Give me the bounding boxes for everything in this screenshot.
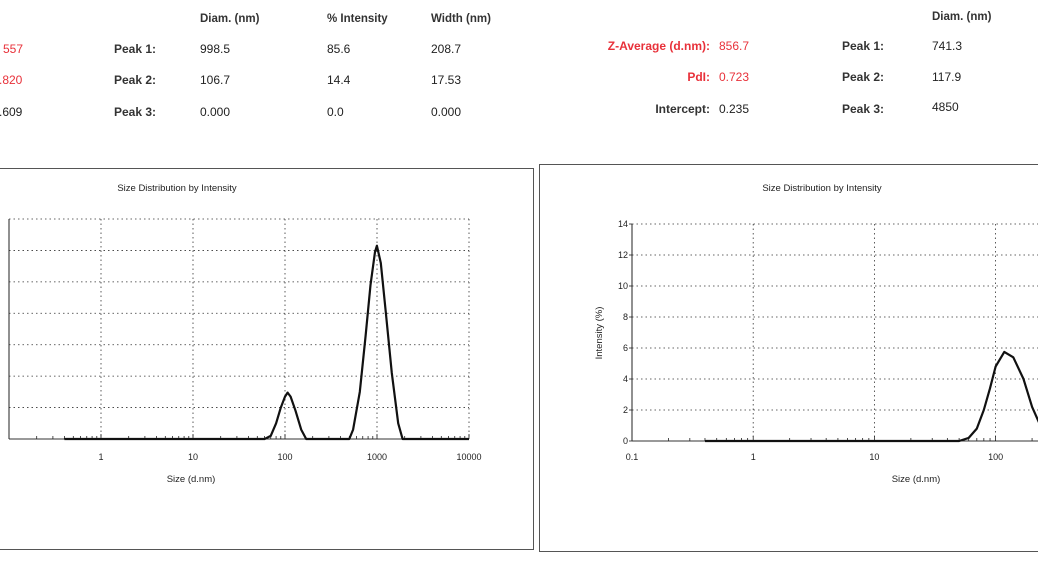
left-peak3-diam: 0.000	[200, 105, 231, 119]
right-xtick-label-0.1: 0.1	[626, 452, 639, 462]
left-pdi-value: .820	[0, 73, 23, 87]
right-intercept-value: 0.235	[719, 102, 750, 116]
right-ytick-label-14: 14	[618, 219, 628, 229]
right-ytick-label-2: 2	[623, 405, 628, 415]
left-header-diam: Diam. (nm)	[200, 13, 260, 25]
right-header-diam: Diam. (nm)	[932, 11, 992, 23]
left-peak1-diam: 998.5	[200, 42, 231, 56]
right-series-line-0	[705, 350, 1038, 443]
right-peak1-diam: 741.3	[932, 39, 963, 53]
right-peak1-label: Peak 1:	[842, 39, 885, 53]
left-series-line-0	[64, 244, 469, 441]
left-peak1-width: 208.7	[431, 42, 462, 56]
right-peak2-diam: 117.9	[932, 70, 962, 84]
right-y-axis-label: Intensity (%)	[594, 307, 605, 360]
right-ytick-label-4: 4	[623, 374, 628, 384]
right-zaverage-value: 856.7	[719, 39, 750, 53]
left-peak2-label: Peak 2:	[114, 73, 157, 87]
right-chart-title: Size Distribution by Intensity	[762, 183, 882, 194]
left-peak2-intensity: 14.4	[327, 73, 351, 87]
left-chart-panel: Size Distribution by Intensity 1 10 100 1000…	[0, 168, 534, 550]
right-pdi-value: 0.723	[719, 70, 750, 84]
right-ytick-label-8: 8	[623, 312, 628, 322]
left-peak2-diam: 106.7	[200, 73, 231, 87]
right-chart-panel: Size Distribution by Intensity 0.1 1 10 100 0…	[539, 164, 1038, 552]
left-intercept-value: .609	[0, 105, 23, 119]
left-peak1-intensity: 85.6	[327, 42, 351, 56]
left-header-width: Width (nm)	[431, 13, 491, 25]
right-x-axis-label: Size (d.nm)	[892, 474, 941, 485]
left-header-intensity: % Intensity	[327, 13, 388, 25]
right-zaverage-label: Z-Average (d.nm):	[607, 39, 710, 53]
right-xtick-label-10: 10	[869, 452, 879, 462]
right-pdi-label: PdI:	[687, 70, 710, 84]
right-xtick-label-100: 100	[988, 452, 1003, 462]
left-chart-title: Size Distribution by Intensity	[117, 183, 237, 194]
left-peak1-label: Peak 1:	[114, 42, 157, 56]
left-size-distribution-chart: Size Distribution by Intensity 1 10 100 1000…	[8, 183, 482, 485]
right-ytick-label-0: 0	[623, 436, 628, 446]
right-peak3-label: Peak 3:	[842, 102, 885, 116]
left-peak3-intensity: 0.0	[327, 105, 344, 119]
left-peak3-label: Peak 3:	[114, 105, 157, 119]
right-intercept-label: Intercept:	[655, 102, 710, 116]
right-xtick-label-1: 1	[751, 452, 756, 462]
left-xtick-label-10: 10	[188, 452, 198, 462]
left-xtick-label-100: 100	[277, 452, 292, 462]
left-xtick-label-1000: 1000	[367, 452, 387, 462]
right-ytick-label-12: 12	[618, 250, 628, 260]
right-ytick-label-6: 6	[623, 343, 628, 353]
left-zaverage-value: 557	[3, 42, 24, 56]
left-x-axis-label: Size (d.nm)	[167, 474, 216, 485]
left-peak3-width: 0.000	[431, 105, 462, 119]
left-xtick-label-1: 1	[98, 452, 103, 462]
right-peak2-label: Peak 2:	[842, 70, 885, 84]
right-size-distribution-chart: Size Distribution by Intensity 0.1 1 10 100 0…	[594, 183, 1038, 485]
left-peak2-width: 17.53	[431, 73, 462, 87]
right-ytick-label-10: 10	[618, 281, 628, 291]
right-peak3-diam: 4850	[932, 100, 959, 114]
left-xtick-label-10000: 10000	[456, 452, 481, 462]
